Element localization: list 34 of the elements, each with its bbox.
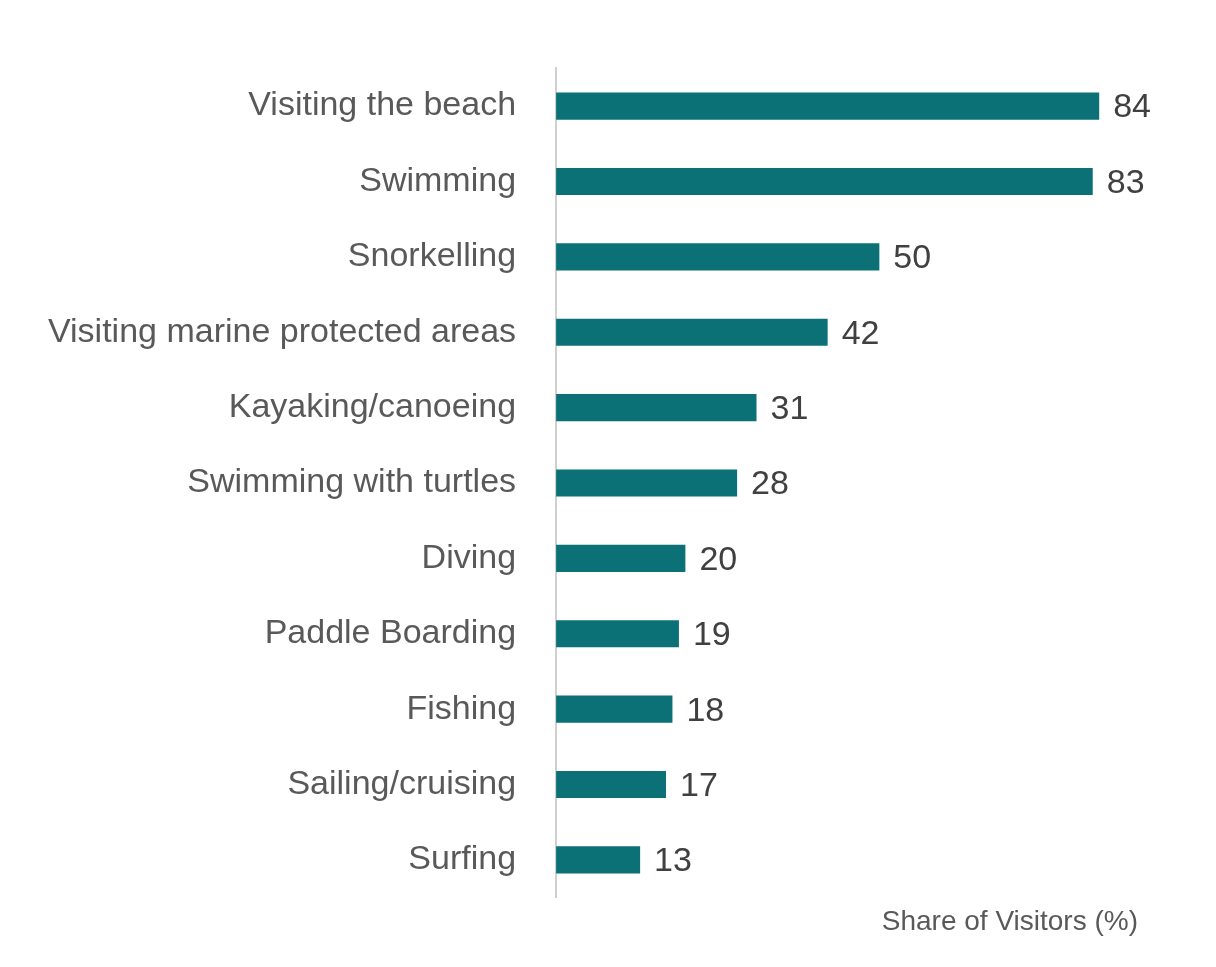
bar [556,167,1093,196]
bar [556,243,880,271]
data-label: 42 [841,312,880,351]
data-label: 50 [893,237,932,276]
x-axis-title: Share of Visitors (%) [881,905,1138,937]
y-tick-label: Kayaking/canoeing [228,385,517,424]
data-label: 17 [679,764,718,803]
bar [556,695,673,723]
y-tick-label: Visiting the beach [248,84,517,123]
data-label: 31 [770,387,809,426]
data-label: 13 [654,840,692,879]
y-tick-label: Swimming [359,159,517,198]
data-label: 18 [686,689,725,728]
y-tick-label: Snorkelling [347,235,517,274]
data-label: 83 [1106,161,1145,200]
bar [556,469,738,497]
y-tick-label: Swimming with turtles [187,461,517,500]
bar [556,92,1100,120]
y-tick-label: Diving [421,536,517,575]
y-tick-label: Surfing [408,838,517,877]
bar [556,544,686,572]
y-tick-label: Sailing/cruising [287,762,517,801]
bar [556,620,679,648]
data-label: 84 [1113,86,1152,125]
bar [556,846,641,874]
bar [556,394,757,422]
data-label: 20 [699,538,738,577]
y-tick-label: Fishing [406,687,517,726]
y-tick-label: Paddle Boarding [264,612,517,651]
y-tick-label: Visiting marine protected areas [47,310,517,349]
bar [556,770,666,799]
bar [556,318,828,346]
data-label: 19 [692,614,731,653]
data-label: 28 [751,463,789,502]
